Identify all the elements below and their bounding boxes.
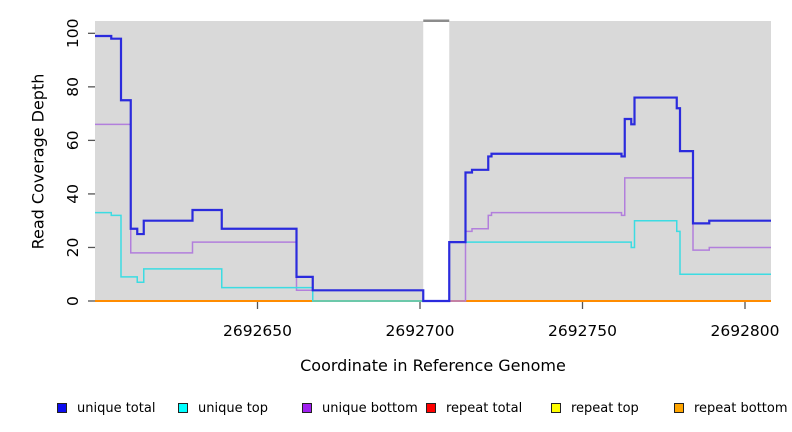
legend-item-unique-total: unique total	[57, 400, 156, 416]
legend-label: unique top	[198, 400, 269, 416]
legend-item-unique-top: unique top	[178, 400, 269, 416]
series-line-unique-total	[95, 34, 771, 303]
legend-label: repeat bottom	[694, 400, 788, 416]
gap-band	[423, 20, 450, 302]
y-tick-label: 60	[64, 131, 82, 151]
repeat-bottom-swatch-icon	[674, 403, 684, 413]
unique-top-swatch-icon	[178, 403, 188, 413]
y-tick-label: 80	[64, 77, 82, 97]
legend-label: repeat total	[446, 400, 523, 416]
unique-bottom-swatch-icon	[302, 403, 312, 413]
y-tick-label: 40	[64, 184, 82, 204]
legend-label: unique bottom	[322, 400, 418, 416]
repeat-top-swatch-icon	[551, 403, 561, 413]
legend-item-unique-bottom: unique bottom	[302, 400, 418, 416]
legend-item-repeat-bottom: repeat bottom	[674, 400, 788, 416]
y-axis-label: Read Coverage Depth	[28, 73, 48, 250]
legend-label: repeat top	[571, 400, 639, 416]
legend-item-repeat-total: repeat total	[426, 400, 523, 416]
legend-label: unique total	[77, 400, 156, 416]
y-tick-label: 100	[64, 19, 82, 49]
y-tick-label: 20	[64, 238, 82, 258]
x-tick-label: 2692800	[710, 322, 779, 340]
gap-band-top-edge	[423, 19, 450, 22]
x-tick-label: 2692700	[385, 322, 454, 340]
x-axis-label: Coordinate in Reference Genome	[300, 356, 566, 375]
y-tick-label: 0	[64, 296, 82, 306]
x-tick-label: 2692650	[223, 322, 292, 340]
unique-total-swatch-icon	[57, 403, 67, 413]
series-line-unique-bottom	[95, 123, 771, 302]
legend-item-repeat-top: repeat top	[551, 400, 639, 416]
series-line-unique-top	[95, 211, 771, 302]
repeat-total-swatch-icon	[426, 403, 436, 413]
x-tick-label: 2692750	[548, 322, 617, 340]
